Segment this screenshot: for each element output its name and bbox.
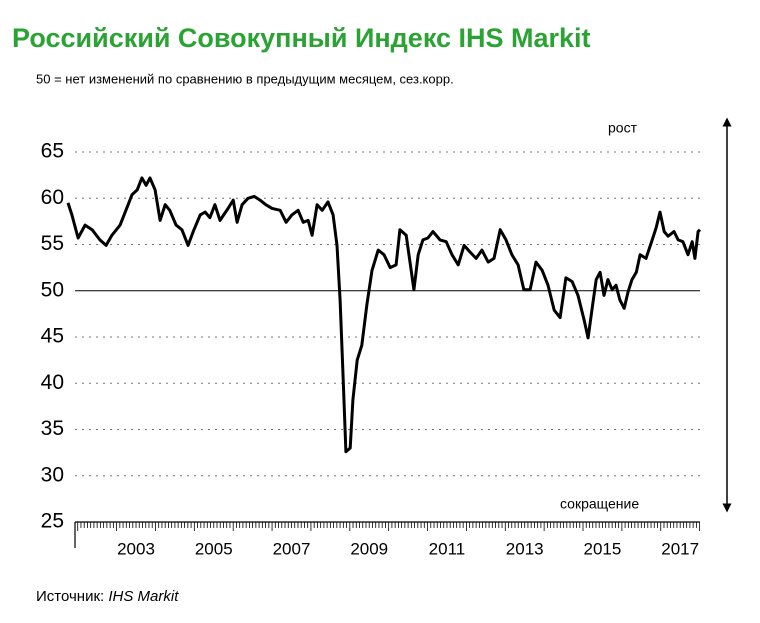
y-tick-label: 50	[41, 278, 64, 301]
x-tick-label: 2013	[506, 539, 544, 558]
annotation-down: сокращение	[560, 496, 639, 512]
x-tick-label: 2005	[195, 539, 233, 558]
source-name: IHS Markit	[108, 588, 179, 605]
x-tick-label: 2009	[350, 539, 388, 558]
x-tick-label: 2017	[661, 539, 699, 558]
data-line	[66, 176, 702, 454]
x-tick-label: 2003	[117, 539, 155, 558]
chart-title: Российский Совокупный Индекс IHS Markit	[12, 23, 591, 53]
chart-subtitle: 50 = нет изменений по сравнению в предыд…	[36, 71, 454, 86]
y-tick-label: 25	[41, 510, 64, 533]
x-tick-label: 2015	[584, 539, 622, 558]
source-label: Источник:	[36, 588, 104, 605]
annotation-up: рост	[608, 120, 638, 136]
y-tick-label: 60	[41, 186, 64, 209]
y-tick-label: 35	[41, 417, 64, 440]
x-tick-label: 2011	[429, 539, 466, 558]
source: Источник: IHS Markit	[36, 588, 179, 605]
y-tick-label: 40	[41, 371, 64, 394]
y-tick-label: 30	[41, 463, 64, 486]
y-tick-label: 65	[41, 140, 64, 163]
x-tick-label: 2007	[273, 539, 311, 558]
y-tick-label: 45	[41, 325, 64, 348]
y-tick-label: 55	[41, 232, 64, 255]
